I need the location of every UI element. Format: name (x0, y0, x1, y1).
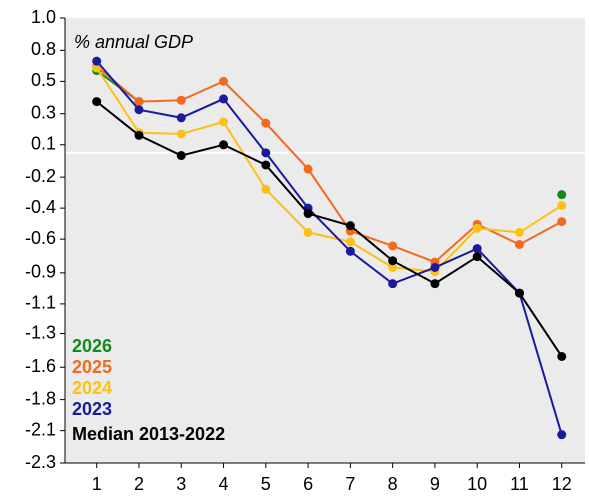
data-point (92, 56, 102, 66)
data-point (92, 63, 102, 73)
data-point (345, 246, 355, 256)
x-tick-label: 9 (430, 474, 440, 494)
x-tick-label: 10 (467, 474, 487, 494)
data-point (472, 223, 482, 233)
x-tick-label: 8 (388, 474, 398, 494)
legend-entry: 2024 (72, 378, 112, 398)
y-tick-label: -0.9 (25, 262, 56, 282)
data-point (388, 241, 398, 251)
y-tick-label: 1.0 (31, 7, 56, 27)
data-point (430, 262, 440, 272)
data-point (219, 140, 229, 150)
series-line (96, 65, 563, 264)
x-tick-label: 3 (176, 474, 186, 494)
data-point (345, 221, 355, 231)
data-point (557, 200, 567, 210)
data-point (303, 227, 313, 237)
legend-entry: 2025 (72, 357, 112, 377)
data-point (176, 95, 186, 105)
data-point (557, 190, 567, 200)
x-tick-label: 5 (261, 474, 271, 494)
data-point (472, 244, 482, 254)
legend-entry: Median 2013-2022 (72, 424, 225, 444)
data-point (388, 279, 398, 289)
data-point (176, 129, 186, 139)
y-tick-label: 0.8 (31, 39, 56, 59)
data-point (557, 351, 567, 361)
data-point (472, 252, 482, 262)
legend-entry: 2023 (72, 399, 112, 419)
x-tick-label: 7 (345, 474, 355, 494)
x-tick-label: 4 (219, 474, 229, 494)
data-point (134, 97, 144, 107)
data-point (92, 97, 102, 107)
x-tick-label: 1 (92, 474, 102, 494)
data-point (261, 148, 271, 158)
annotation: % annual GDP (74, 32, 193, 52)
data-point (430, 279, 440, 289)
data-point (261, 160, 271, 170)
y-tick-label: -2.3 (25, 452, 56, 472)
x-tick-label: 11 (510, 474, 529, 494)
data-point (345, 237, 355, 247)
data-point (388, 256, 398, 266)
data-point (557, 430, 567, 440)
data-point (388, 262, 398, 272)
data-point (261, 184, 271, 194)
data-point (557, 217, 567, 227)
y-tick-label: -1.8 (25, 388, 56, 408)
series-line (96, 100, 563, 358)
data-point (303, 164, 313, 174)
y-tick-label: 0.1 (31, 134, 56, 154)
data-point (514, 288, 524, 298)
data-point (219, 117, 229, 127)
data-point (261, 118, 271, 128)
data-point (219, 76, 229, 86)
data-point (176, 151, 186, 161)
data-point (219, 94, 229, 104)
y-tick-label: -2.1 (25, 419, 56, 439)
series-line (95, 67, 563, 273)
y-tick-label: 0.3 (31, 102, 56, 122)
data-point (303, 209, 313, 219)
data-point (134, 130, 144, 140)
series-line (95, 60, 563, 435)
y-tick-label: -0.2 (25, 166, 56, 186)
data-point (134, 105, 144, 115)
x-tick-label: 6 (303, 474, 313, 494)
data-point (176, 113, 186, 123)
y-tick-label: -0.4 (25, 197, 56, 217)
y-tick-label: -1.6 (25, 356, 56, 376)
x-tick-label: 12 (552, 474, 572, 494)
data-point (514, 240, 524, 250)
plot-area (65, 18, 585, 463)
data-point (514, 227, 524, 237)
y-tick-label: -1.1 (25, 293, 56, 313)
y-tick-label: 0.5 (31, 70, 56, 90)
x-tick-label: 2 (134, 474, 144, 494)
y-tick-label: -1.3 (25, 322, 56, 342)
y-tick-label: -0.6 (25, 228, 56, 248)
legend-entry: 2026 (72, 336, 112, 356)
